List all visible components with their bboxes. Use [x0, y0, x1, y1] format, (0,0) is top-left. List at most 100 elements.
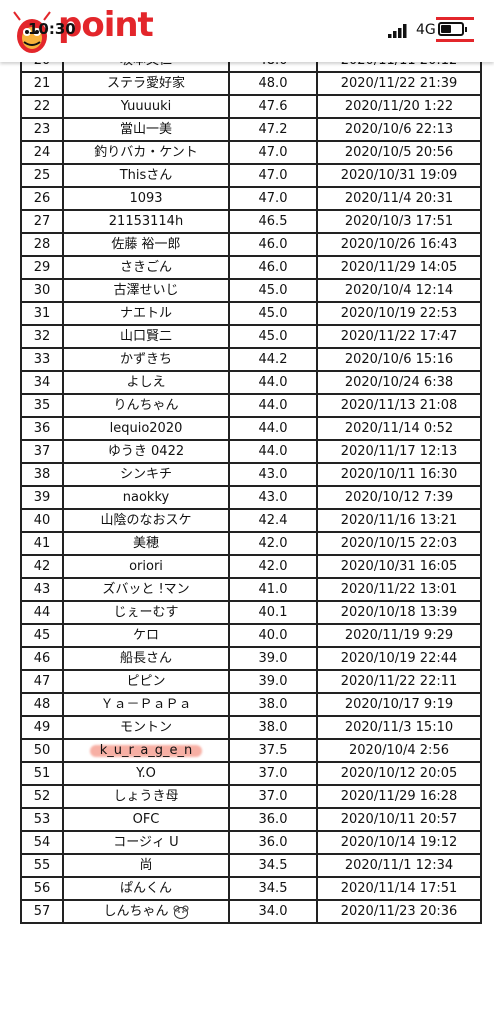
battery-icon: [438, 22, 464, 36]
ranking-cell-rank: 48: [20, 692, 64, 717]
ranking-cell-name: 古澤せいじ: [62, 278, 230, 303]
ranking-cell-date: 2020/10/12 20:05: [316, 761, 482, 786]
ranking-cell-score: 43.0: [228, 462, 318, 487]
ranking-cell-score: 45.0: [228, 324, 318, 349]
ranking-row: 49 モントン 38.0 2020/11/3 15:10: [20, 715, 482, 740]
ranking-cell-rank: 30: [20, 278, 64, 303]
ranking-cell-name: ケロ: [62, 623, 230, 648]
ranking-cell-date: 2020/10/19 22:44: [316, 646, 482, 671]
ranking-cell-rank: 38: [20, 462, 64, 487]
ranking-cell-rank: 29: [20, 255, 64, 280]
ranking-cell-name: コージィ U: [62, 830, 230, 855]
ranking-cell-date: 2020/11/29 14:05: [316, 255, 482, 280]
ranking-cell-score: 37.5: [228, 738, 318, 763]
ranking-cell-date: 2020/11/13 21:08: [316, 393, 482, 418]
ranking-cell-name: りんちゃん: [62, 393, 230, 418]
ranking-cell-rank: 23: [20, 117, 64, 142]
ranking-cell-rank: 39: [20, 485, 64, 510]
ranking-cell-score: 47.0: [228, 140, 318, 165]
ranking-row: 38 シンキチ 43.0 2020/10/11 16:30: [20, 462, 482, 487]
ranking-cell-score: 40.0: [228, 623, 318, 648]
ranking-row: 21 ステラ愛好家 48.0 2020/11/22 21:39: [20, 71, 482, 96]
ranking-cell-name: 山陰のなおスケ: [62, 508, 230, 533]
ranking-cell-name: ピピン: [62, 669, 230, 694]
ranking-cell-score: 47.2: [228, 117, 318, 142]
ranking-cell-date: 2020/10/17 9:19: [316, 692, 482, 717]
ranking-cell-name: Thisさん: [62, 163, 230, 188]
ranking-cell-date: 2020/11/22 22:11: [316, 669, 482, 694]
ranking-row: 47 ピピン 39.0 2020/11/22 22:11: [20, 669, 482, 694]
ranking-cell-date: 2020/10/14 19:12: [316, 830, 482, 855]
ranking-cell-name: ナエトル: [62, 301, 230, 326]
ranking-cell-name: Y.O: [62, 761, 230, 786]
ranking-cell-rank: 47: [20, 669, 64, 694]
ranking-row: 40 山陰のなおスケ 42.4 2020/11/16 13:21: [20, 508, 482, 533]
ranking-row: 55 尚 34.5 2020/11/1 12:34: [20, 853, 482, 878]
highlight-marker: k_u_r_a_g_e_n: [100, 741, 193, 760]
ranking-cell-score: 36.0: [228, 830, 318, 855]
ranking-cell-name: Ｙａ－ＰａＰａ: [62, 692, 230, 717]
ranking-cell-score: 38.0: [228, 715, 318, 740]
ranking-cell-rank: 41: [20, 531, 64, 556]
ranking-cell-name: 佐藤 裕一郎: [62, 232, 230, 257]
ranking-cell-score: 34.0: [228, 899, 318, 924]
ranking-cell-score: 46.0: [228, 232, 318, 257]
ranking-cell-rank: 44: [20, 600, 64, 625]
ranking-cell-name: OFC: [62, 807, 230, 832]
ranking-cell-name: 釣りバカ・ケント: [62, 140, 230, 165]
ranking-cell-date: 2020/10/31 19:09: [316, 163, 482, 188]
ranking-cell-name: 尚: [62, 853, 230, 878]
ranking-cell-rank: 37: [20, 439, 64, 464]
ranking-cell-rank: 42: [20, 554, 64, 579]
ranking-row: 33 かずきち 44.2 2020/10/6 15:16: [20, 347, 482, 372]
ranking-row: 46 船長さん 39.0 2020/10/19 22:44: [20, 646, 482, 671]
ranking-cell-rank: 43: [20, 577, 64, 602]
ranking-cell-rank: 50: [20, 738, 64, 763]
ranking-cell-score: 37.0: [228, 784, 318, 809]
ranking-cell-score: 47.0: [228, 163, 318, 188]
ranking-cell-date: 2020/10/31 16:05: [316, 554, 482, 579]
ranking-cell-name: 山口賢二: [62, 324, 230, 349]
ranking-cell-name: 21153114h: [62, 209, 230, 234]
ranking-cell-name: lequio2020: [62, 416, 230, 441]
ranking-cell-name: oriori: [62, 554, 230, 579]
ranking-cell-rank: 33: [20, 347, 64, 372]
ranking-cell-name: モントン: [62, 715, 230, 740]
ranking-cell-rank: 27: [20, 209, 64, 234]
ranking-cell-date: 2020/10/6 22:13: [316, 117, 482, 142]
ranking-cell-rank: 36: [20, 416, 64, 441]
ranking-cell-score: 40.1: [228, 600, 318, 625]
ranking-cell-score: 44.2: [228, 347, 318, 372]
ranking-row: 36 lequio2020 44.0 2020/11/14 0:52: [20, 416, 482, 441]
ranking-row: 25 Thisさん 47.0 2020/10/31 19:09: [20, 163, 482, 188]
ranking-row: 53 OFC 36.0 2020/10/11 20:57: [20, 807, 482, 832]
ranking-row: 37 ゆうき 0422 44.0 2020/11/17 12:13: [20, 439, 482, 464]
ranking-cell-date: 2020/11/3 15:10: [316, 715, 482, 740]
ranking-row: 23 當山一美 47.2 2020/10/6 22:13: [20, 117, 482, 142]
ranking-cell-score: 47.0: [228, 186, 318, 211]
ranking-cell-date: 2020/10/15 22:03: [316, 531, 482, 556]
ranking-cell-name: 船長さん: [62, 646, 230, 671]
ranking-cell-name: 1093: [62, 186, 230, 211]
ranking-cell-date: 2020/11/14 0:52: [316, 416, 482, 441]
ranking-row: 52 しょうき母 37.0 2020/11/29 16:28: [20, 784, 482, 809]
ranking-cell-name: しんちゃん: [62, 899, 230, 924]
ranking-row: 30 古澤せいじ 45.0 2020/10/4 12:14: [20, 278, 482, 303]
ranking-row: 39 naokky 43.0 2020/10/12 7:39: [20, 485, 482, 510]
ranking-cell-score: 48.0: [228, 71, 318, 96]
ranking-name-text: しんちゃん: [103, 904, 169, 919]
ranking-cell-rank: 25: [20, 163, 64, 188]
ranking-cell-rank: 21: [20, 71, 64, 96]
ranking-cell-rank: 28: [20, 232, 64, 257]
ranking-cell-date: 2020/11/29 16:28: [316, 784, 482, 809]
ranking-cell-date: 2020/11/1 12:34: [316, 853, 482, 878]
ranking-cell-date: 2020/10/6 15:16: [316, 347, 482, 372]
ranking-cell-rank: 49: [20, 715, 64, 740]
ranking-cell-score: 44.0: [228, 416, 318, 441]
ranking-cell-date: 2020/10/11 20:57: [316, 807, 482, 832]
ranking-cell-name: k_u_r_a_g_e_n: [62, 738, 230, 763]
ranking-cell-date: 2020/11/22 21:39: [316, 71, 482, 96]
ranking-cell-score: 34.5: [228, 876, 318, 901]
